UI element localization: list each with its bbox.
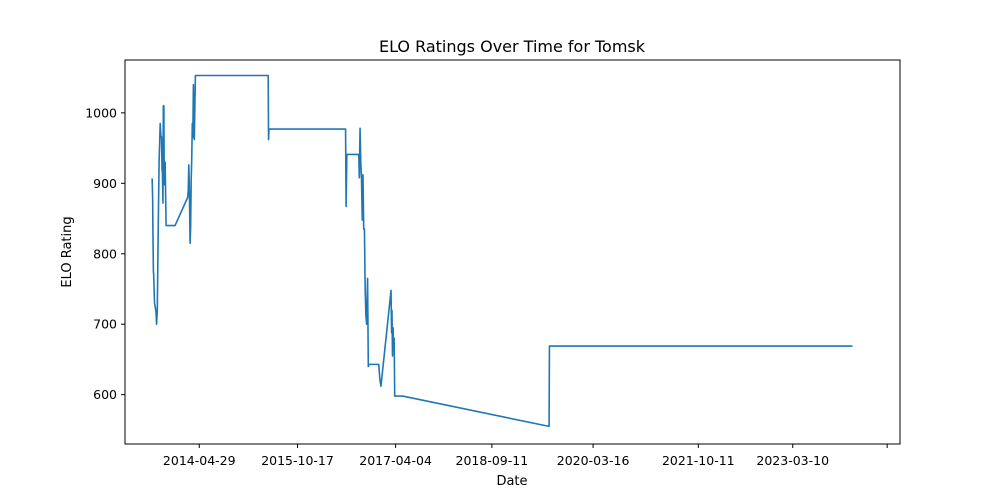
y-tick-label: 1000 xyxy=(85,105,117,120)
x-tick-label: 2017-04-04 xyxy=(359,453,432,468)
y-tick-label: 700 xyxy=(93,317,117,332)
chart-title: ELO Ratings Over Time for Tomsk xyxy=(379,37,646,56)
plot-area: 600 700 800 900 1000 2014-04-29 2015-10-17 2017… xyxy=(85,74,888,468)
plot-frame xyxy=(124,59,901,445)
x-tick-label: 2023-03-10 xyxy=(756,453,829,468)
y-axis-title: ELO Rating xyxy=(60,216,75,287)
x-tick-label: 2018-09-11 xyxy=(456,453,529,468)
y-tick-label: 800 xyxy=(93,246,117,261)
x-tick-label: 2021-10-11 xyxy=(662,453,735,468)
y-tick-label: 600 xyxy=(93,387,117,402)
y-tick-label: 900 xyxy=(93,176,117,191)
elo-series-line xyxy=(151,74,853,428)
x-tick-label: 2015-10-17 xyxy=(261,453,334,468)
x-tick-label: 2020-03-16 xyxy=(557,453,630,468)
x-tick-label: 2014-04-29 xyxy=(163,453,236,468)
x-axis-title: Date xyxy=(496,474,527,489)
